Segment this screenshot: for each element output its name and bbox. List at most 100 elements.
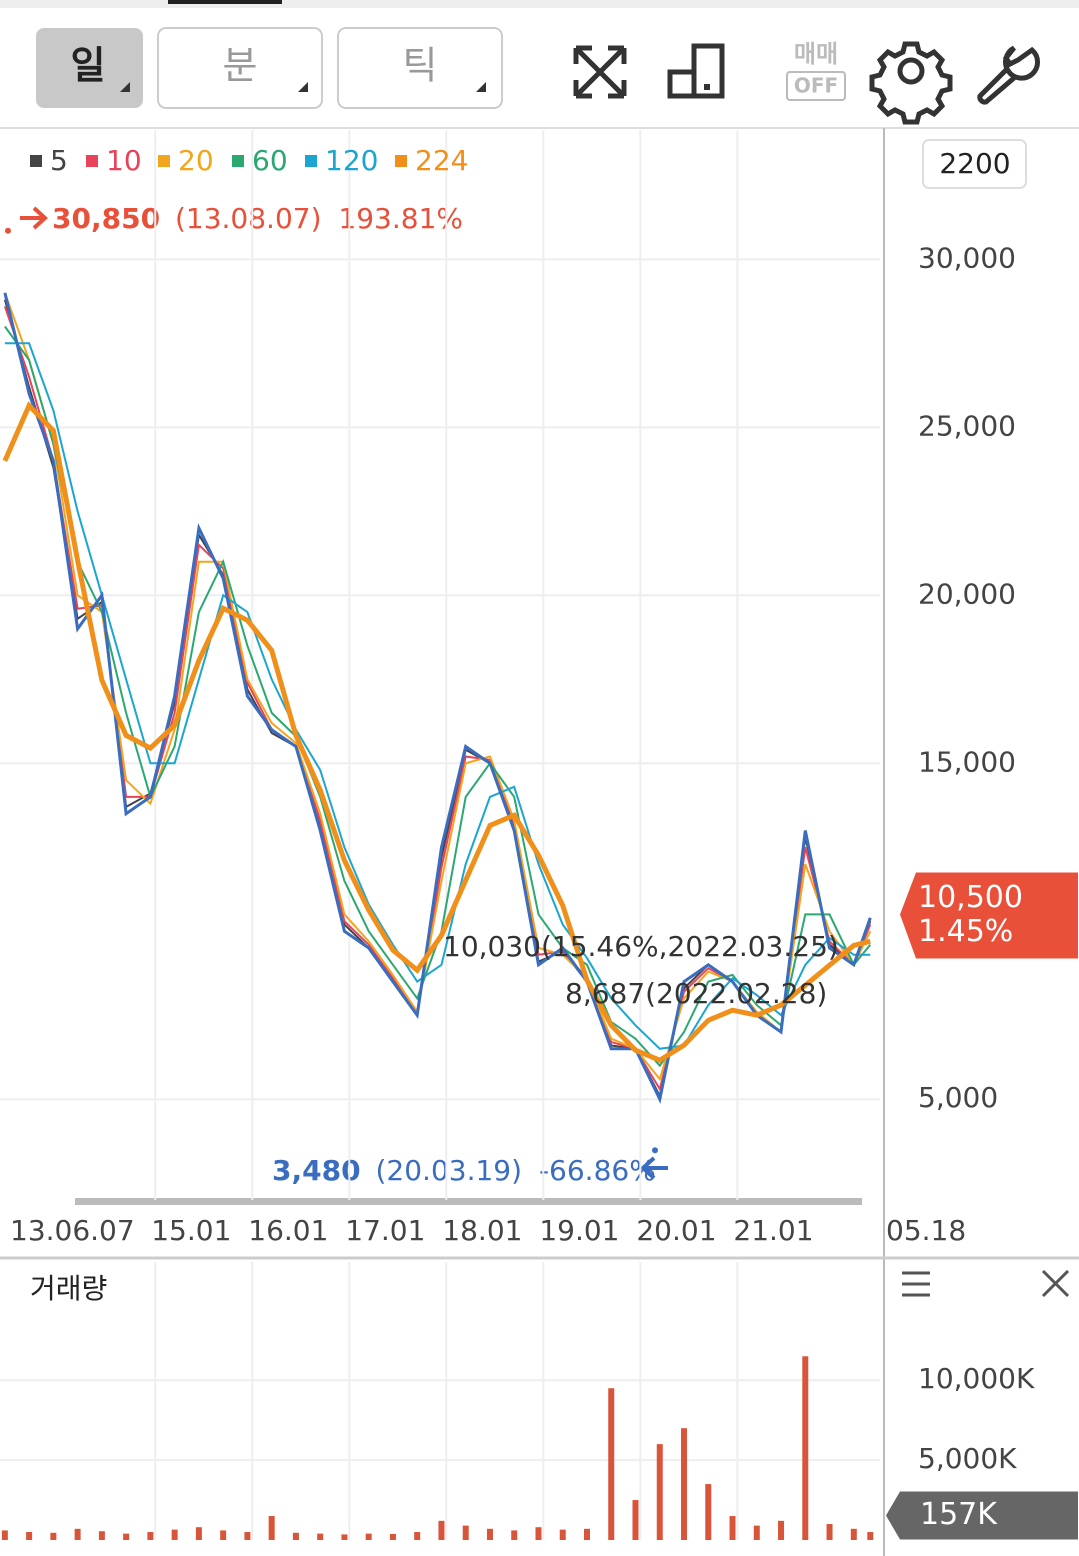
volume-bar	[778, 1520, 785, 1540]
period-day-button[interactable]	[36, 28, 143, 108]
legend-swatch	[232, 155, 244, 167]
low-date: (20.03.19)	[375, 1154, 522, 1187]
volume-bar	[632, 1500, 639, 1540]
period-label: 분	[223, 44, 258, 88]
x-tick-label: 21.01	[733, 1214, 813, 1247]
high-change: 193.81%	[338, 202, 463, 235]
volume-bar	[462, 1525, 469, 1540]
legend-swatch	[86, 155, 98, 167]
legend-swatch	[395, 155, 407, 167]
volume-bar	[195, 1527, 202, 1540]
volume-bar	[244, 1532, 251, 1540]
tab-indicator	[168, 0, 282, 4]
y-tick-label: 5,000K	[918, 1442, 1017, 1475]
note: 10,030(15.46%,2022.03.25)	[443, 930, 839, 963]
volume-bar	[414, 1532, 421, 1540]
last-price-tag	[900, 872, 1078, 959]
x-tick-label: 15.01	[151, 1214, 231, 1247]
volume-bar	[50, 1532, 57, 1540]
legend-label: 120	[325, 144, 378, 177]
volume-title: 거래량	[30, 1272, 107, 1305]
low-marker	[652, 1147, 658, 1154]
volume-bar	[317, 1533, 324, 1540]
settings-icon[interactable]	[869, 41, 953, 125]
y-tick-label: 30,000	[918, 241, 1016, 274]
last-price: 10,500	[918, 880, 1023, 915]
volume-bar	[656, 1444, 663, 1540]
volume-bar	[292, 1532, 299, 1540]
low-annotation: 3,480 (20.03.19) -66.86%	[272, 1154, 656, 1187]
volume-bar	[26, 1532, 33, 1540]
period-tick-button[interactable]	[337, 27, 503, 109]
layout-icon[interactable]	[667, 43, 725, 99]
legend-label: 10	[106, 144, 142, 177]
menu-icon[interactable]	[902, 1271, 930, 1297]
scrollbar[interactable]	[75, 1198, 862, 1205]
high-annotation: 30,850 (13.08.07) 193.81%	[52, 202, 463, 235]
y-tick-label: 10,000K	[918, 1362, 1035, 1395]
volume-bar	[171, 1529, 178, 1540]
volume-bar	[559, 1529, 566, 1540]
volume-bar	[608, 1388, 615, 1540]
ma-line	[3, 306, 872, 1092]
x-tick-label: 18.01	[442, 1214, 522, 1247]
ma-line	[2, 401, 871, 1064]
scale-box[interactable]	[922, 139, 1027, 189]
volume-bar	[753, 1525, 760, 1540]
legend-label: 20	[178, 144, 214, 177]
tools-icon[interactable]	[977, 45, 1041, 105]
trade-label[interactable]: 매매	[794, 40, 838, 68]
volume-bar	[389, 1533, 396, 1540]
close-icon[interactable]	[1041, 1269, 1070, 1298]
high-date: (13.08.07)	[175, 202, 322, 235]
volume-bar	[268, 1516, 275, 1540]
y-tick-label: 25,000	[918, 409, 1016, 442]
x-tick-label: 17.01	[345, 1214, 425, 1247]
volume-bar	[705, 1484, 712, 1540]
volume-bar	[486, 1528, 493, 1540]
y-tick-label: 5,000	[918, 1081, 998, 1114]
high-value: 30,850	[52, 202, 160, 235]
volume-bar	[341, 1534, 348, 1540]
legend-swatch	[30, 155, 42, 167]
status-strip	[0, 0, 1079, 8]
x-tick-label: 13.06.07	[10, 1214, 135, 1247]
price-line	[3, 292, 872, 1104]
last-change: 1.45%	[918, 914, 1013, 949]
volume-bar	[365, 1533, 372, 1540]
x-tick-label: 16.01	[248, 1214, 328, 1247]
ma-line	[4, 342, 871, 1050]
volume-bar	[729, 1516, 736, 1540]
dropdown-carets	[120, 82, 486, 92]
period-minute-button[interactable]	[157, 27, 323, 109]
low-value: 3,480	[272, 1154, 361, 1187]
volume-bar	[1, 1530, 8, 1540]
volume-bar	[220, 1530, 227, 1540]
volume-bar	[867, 1532, 874, 1540]
legend-label: 224	[415, 144, 468, 177]
volume-bar	[511, 1530, 518, 1540]
legend-label: 5	[50, 144, 68, 177]
volume-bar	[147, 1532, 154, 1540]
trade-toggle[interactable]	[786, 71, 846, 101]
y-tick-label: 20,000	[918, 577, 1016, 610]
high-marker	[5, 227, 11, 234]
volume-tag	[886, 1491, 1078, 1540]
volume-bar	[438, 1520, 445, 1540]
low-arrow	[640, 1156, 668, 1180]
legend-swatch	[305, 155, 317, 167]
legend-swatch	[158, 155, 170, 167]
scale-box-label: 2200	[939, 147, 1010, 180]
volume-bar	[583, 1528, 590, 1540]
volume-bar	[802, 1356, 809, 1540]
low-change: -66.86%	[539, 1154, 656, 1187]
volume-bar	[681, 1428, 688, 1540]
volume-bar	[74, 1528, 81, 1540]
fullscreen-icon[interactable]	[573, 45, 627, 99]
period-label: 일	[71, 44, 106, 88]
x-tick-label: 20.01	[636, 1214, 716, 1247]
volume-bar	[123, 1533, 130, 1540]
volume-last: 157K	[920, 1497, 998, 1532]
y-tick-label: 15,000	[918, 745, 1016, 778]
